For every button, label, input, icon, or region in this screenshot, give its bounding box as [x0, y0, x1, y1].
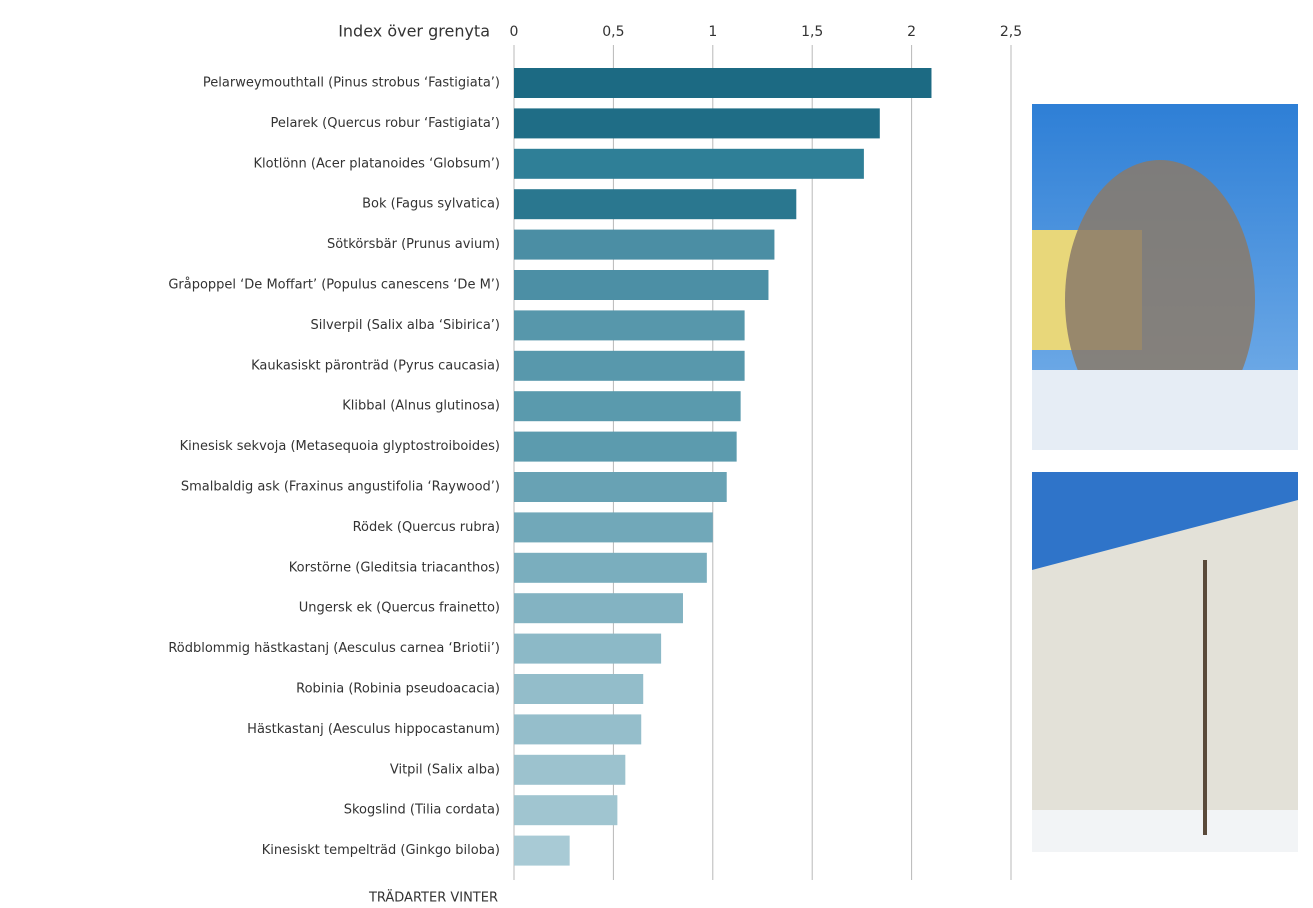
bar — [514, 229, 775, 260]
bar — [514, 512, 713, 543]
x-tick-label: 0 — [510, 24, 519, 40]
x-tick-label: 1,5 — [801, 24, 823, 40]
y-tick-label: Klotlönn (Acer platanoides ‘Globsum’) — [254, 156, 500, 171]
bar — [514, 350, 745, 381]
bar — [514, 754, 626, 785]
y-tick-label: Kinesisk sekvoja (Metasequoia glyptostro… — [180, 439, 500, 454]
y-tick-label: Silverpil (Salix alba ‘Sibirica’) — [310, 318, 500, 333]
bar — [514, 714, 642, 745]
x-tick-label: 0,5 — [602, 24, 624, 40]
y-tick-label: Hästkastanj (Aesculus hippocastanum) — [247, 722, 500, 737]
bar — [514, 391, 741, 422]
axis-label: TRÄDARTER VINTER — [368, 890, 498, 906]
y-tick-label: Robinia (Robinia pseudoacacia) — [296, 682, 500, 697]
x-tick-label: 2,5 — [1000, 24, 1022, 40]
y-tick-label: Korstörne (Gleditsia triacanthos) — [289, 560, 500, 575]
y-tick-label: Bok (Fagus sylvatica) — [362, 197, 500, 212]
bar — [514, 674, 644, 704]
photo-tree — [1032, 104, 1298, 450]
y-tick-label: Kaukasiskt päronträd (Pyrus caucasia) — [251, 358, 500, 373]
y-tick-label: Smalbaldig ask (Fraxinus angustifolia ‘R… — [181, 480, 500, 495]
y-tick-label: Sötkörsbär (Prunus avium) — [327, 237, 500, 252]
y-tick-label: Pelarek (Quercus robur ‘Fastigiata’) — [270, 116, 500, 131]
bar — [514, 148, 864, 179]
bar — [514, 835, 570, 866]
bar — [514, 68, 932, 98]
bar — [514, 310, 745, 341]
y-tick-label: Kinesiskt tempelträd (Ginkgo biloba) — [262, 843, 500, 858]
photo-building — [1032, 472, 1298, 852]
bar — [514, 472, 727, 502]
y-tick-label: Gråpoppel ‘De Moffart’ (Populus canescen… — [168, 278, 500, 293]
y-tick-label: Rödek (Quercus rubra) — [353, 520, 500, 535]
bar — [514, 593, 683, 624]
bar — [514, 633, 662, 664]
bar — [514, 431, 737, 462]
y-tick-label: Klibbal (Alnus glutinosa) — [342, 399, 500, 414]
y-tick-label: Skogslind (Tilia cordata) — [344, 803, 500, 818]
y-tick-label: Vitpil (Salix alba) — [390, 762, 500, 777]
y-tick-label: Ungersk ek (Quercus frainetto) — [299, 601, 500, 616]
bar — [514, 795, 618, 826]
x-tick-label: 2 — [907, 24, 916, 40]
bar — [514, 270, 769, 300]
y-tick-label: Rödblommig hästkastanj (Aesculus carnea … — [168, 641, 500, 656]
bar — [514, 189, 797, 220]
bar — [514, 108, 880, 139]
bar — [514, 552, 707, 583]
x-tick-label: 1 — [708, 24, 717, 40]
y-tick-label: Pelarweymouthtall (Pinus strobus ‘Fastig… — [203, 76, 500, 91]
chart-title: Index över grenyta — [338, 22, 490, 41]
